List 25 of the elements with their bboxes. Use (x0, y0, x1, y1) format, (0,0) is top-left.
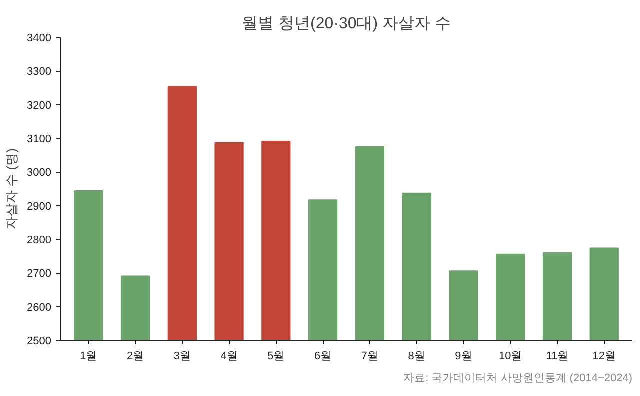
x-tick-label: 3월 (174, 350, 191, 362)
y-tick-label: 3400 (27, 32, 52, 44)
y-tick-label: 2700 (27, 268, 52, 280)
x-tick-label: 12월 (592, 350, 616, 362)
y-tick-label: 3000 (27, 167, 52, 180)
x-tick-label: 5월 (268, 350, 285, 362)
x-tick-label: 8월 (408, 350, 426, 362)
y-tick-label: 3100 (27, 134, 52, 146)
y-tick-label: 2800 (27, 234, 52, 246)
y-axis-title: 자살자 수 (명) (4, 148, 20, 230)
text: 자료: 국가데이터처 사망원인통계 (2014~2024) (404, 372, 633, 384)
x-tick-label: 7월 (361, 350, 379, 362)
x-tick-label: 10월 (498, 350, 522, 362)
y-tick-label: 2900 (27, 200, 52, 213)
x-tick-label: 11월 (546, 350, 569, 362)
x-tick-label: 1월 (80, 350, 98, 362)
x-tick-label: 2월 (126, 350, 144, 362)
y-tick-label: 2500 (27, 336, 52, 348)
chart-title: 월별 청년(20·30대) 자살자 수 (242, 16, 451, 32)
x-tick-label: 4월 (220, 350, 238, 362)
y-tick-label: 2600 (27, 302, 52, 314)
y-tick-label: 3300 (27, 66, 52, 78)
x-tick-label: 9월 (455, 350, 472, 362)
y-tick-label: 3200 (27, 100, 52, 112)
x-tick-label: 6월 (314, 350, 332, 362)
